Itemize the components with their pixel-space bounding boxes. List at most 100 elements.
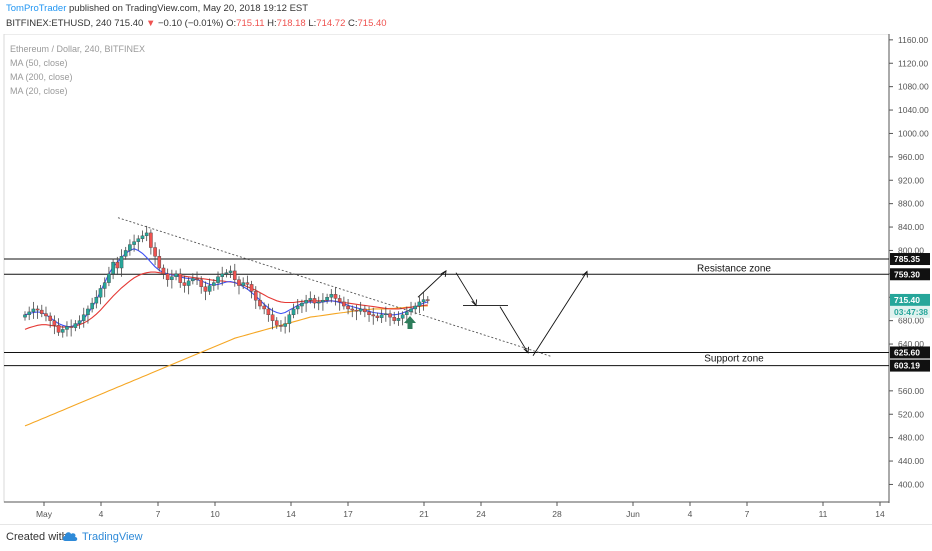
candle-body [270,314,275,321]
x-tick-label: 14 [875,509,885,519]
candle-body [388,313,392,318]
candle-body [31,308,36,313]
candle-body [102,282,107,289]
candle-body [161,267,166,275]
candle-body [228,270,233,273]
projection-drop-line [499,306,529,354]
created-with-label: Created with [6,531,68,543]
chart-area[interactable]: 400.00 440.00 480.00 520.00 560.00 640.00 680.… [0,33,932,524]
down-arrow-icon: ▼ [145,18,156,29]
legend-ma200[interactable]: MA (200, close) [10,72,73,82]
candle-body [203,286,208,292]
descending-trendline [117,217,552,357]
legend-title: Ethereum / Dollar, 240, BITFINEX [10,44,146,54]
candle-body [136,238,141,242]
candle-body [279,325,283,327]
projection-down-line [455,272,477,306]
candle-body [300,302,304,307]
projection-rally-line [532,271,588,356]
candle-body [266,308,271,316]
candle-body [73,323,78,328]
candle-body [308,298,313,301]
candle-body [367,311,371,315]
candle-body [39,309,44,314]
candle-body [384,313,388,316]
high-label: H: [267,18,277,29]
x-tick-label: 21 [419,509,429,519]
legend-ma50[interactable]: MA (50, close) [10,58,68,68]
candle-body [371,314,376,317]
candle-body [98,288,103,298]
footer-bar: Created with TradingView [0,524,932,551]
candle-body [392,316,397,321]
arrowhead-icon [523,346,530,354]
candle-body [52,320,57,326]
resistance-zone-label: Resistance zone [697,263,771,274]
candle-body [111,261,115,275]
candle-body [224,272,229,275]
high-value: 718.18 [276,18,306,29]
y-tick-label: 440.00 [898,456,924,466]
price-label: 03:47:38 [894,307,928,317]
legend-ma20[interactable]: MA (20, close) [10,86,68,96]
candle-body [245,282,250,285]
candle-body [325,297,329,301]
candle-body [90,302,94,310]
y-tick-label: 520.00 [898,409,924,419]
candle-body [396,318,401,321]
candle-body [426,299,430,301]
candle-body [140,235,145,239]
y-tick-label: 920.00 [898,175,924,185]
candle-body [295,305,300,310]
x-tick-label: 4 [99,509,104,519]
price-chart[interactable]: 400.00 440.00 480.00 520.00 560.00 640.00 680.… [0,33,932,524]
candle-body [249,284,254,292]
candle-body [329,294,334,298]
x-tick-label: 10 [210,509,220,519]
candle-body [81,314,86,321]
candle-body [94,297,99,304]
y-tick-label: 1120.00 [898,58,928,68]
price-label-bg [890,346,930,359]
author-link[interactable]: TomProTrader [6,3,67,14]
y-tick-label: 880.00 [898,199,924,209]
low-value: 714.72 [316,18,346,29]
y-tick-label: 1080.00 [898,82,929,92]
candle-body [128,244,132,251]
candle-body [363,308,367,313]
brand-link[interactable]: TradingView [82,531,143,543]
candle-body [274,320,279,326]
candle-body [333,294,338,299]
price-label: 625.60 [894,347,920,357]
candle-body [56,325,61,333]
y-tick-label: 400.00 [898,479,924,489]
price-label-bg [890,268,930,281]
candle-body [153,247,157,257]
chart-legend: Ethereum / Dollar, 240, BITFINEX MA (50,… [10,42,145,98]
candle-body [316,301,321,304]
open-label: O: [226,18,237,29]
candle-body [44,313,48,317]
x-tick-label: 28 [552,509,562,519]
candle-body [165,273,170,280]
green-up-arrow-icon [404,315,416,329]
arrowhead-icon [440,270,447,277]
open-value: 715.11 [236,18,265,29]
candle-body [258,299,262,307]
candle-body [191,278,195,282]
x-tick-label: 17 [343,509,353,519]
x-tick-label: 14 [286,509,296,519]
candle-body [342,301,346,307]
y-tick-label: 560.00 [898,386,924,396]
x-tick-label: May [36,509,53,519]
change-value: −0.10 (−0.01%) [157,18,224,29]
candle-body [119,256,124,269]
x-tick-label: 24 [476,509,486,519]
y-tick-label: 640.00 [898,339,924,349]
x-tick-label: 11 [819,509,828,519]
projection-up-line [417,270,447,298]
cloud-logo-icon[interactable] [62,530,78,542]
price-label: 603.19 [894,361,920,371]
candle-body [421,299,426,303]
candle-body [199,279,204,287]
